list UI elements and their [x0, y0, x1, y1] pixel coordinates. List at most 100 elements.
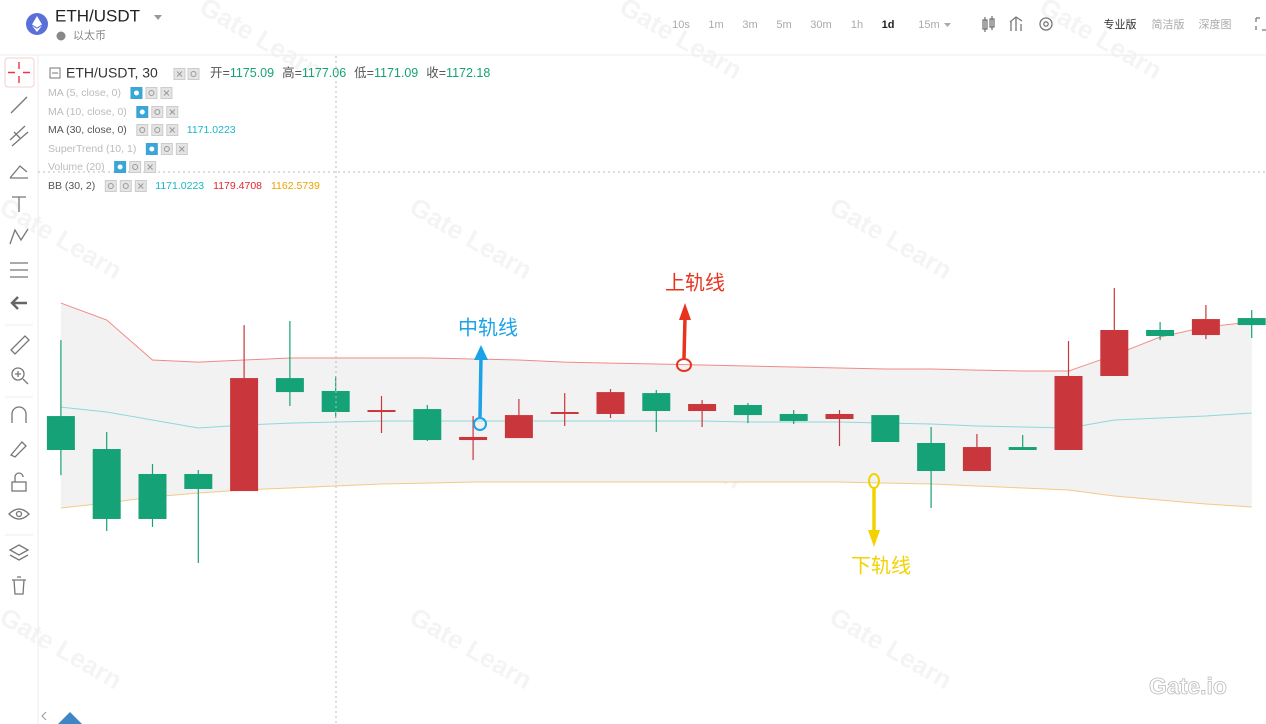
legend-title: ETH/USDT, 30: [66, 65, 158, 81]
gear-glyph: [148, 90, 155, 96]
watermark: Gate Learn: [825, 191, 958, 285]
channel-tool[interactable]: [9, 125, 29, 147]
gear-glyph: [139, 127, 146, 133]
collapse-legend[interactable]: [49, 67, 61, 79]
interval[interactable]: 1d: [882, 19, 895, 31]
indicator-name: MA (30, close, 0): [48, 124, 127, 136]
indicator-name: SuperTrend (10, 1): [48, 143, 136, 155]
symbol-dropdown[interactable]: [154, 15, 162, 20]
lock-tool[interactable]: [11, 472, 27, 492]
indicator-settings[interactable]: [151, 124, 164, 136]
annotation-text: 上轨线: [665, 271, 725, 294]
candle-body: [1100, 330, 1129, 376]
annotation-text: 下轨线: [851, 554, 911, 577]
band-line: [60, 481, 1252, 509]
indicator-name: Volume (20): [48, 161, 105, 173]
interval[interactable]: 3m: [742, 19, 757, 31]
candle-body: [1054, 375, 1083, 450]
annotation-arrowhead: [474, 345, 488, 360]
candle-body: [596, 392, 625, 414]
eye-glyph: [139, 109, 145, 115]
layers-tool[interactable]: [8, 544, 30, 561]
text-tool[interactable]: [12, 196, 26, 212]
left-toolbar: [4, 57, 82, 724]
indicator-settings[interactable]: [119, 180, 132, 192]
info-icon[interactable]: [56, 31, 66, 41]
ohlc-value: 1171.09: [374, 66, 418, 80]
back-tool[interactable]: [10, 296, 27, 310]
candle-body: [1237, 318, 1266, 326]
indicator-settings[interactable]: [129, 161, 142, 173]
chart-tools: [982, 16, 1053, 32]
pattern-tool[interactable]: [9, 228, 29, 245]
candle-body: [92, 449, 121, 519]
gear-glyph: [163, 146, 170, 152]
close-glyph: [163, 90, 170, 96]
symbol[interactable]: ETH/USDT: [55, 6, 140, 25]
candle-body: [550, 412, 579, 414]
magnet-tool[interactable]: [11, 406, 27, 423]
zoom-tool[interactable]: [11, 367, 29, 385]
views: 专业版 简洁版 深度图: [1104, 17, 1232, 31]
candle-type[interactable]: [982, 16, 995, 32]
candle-body: [1146, 330, 1175, 337]
annotation-arrow: [682, 317, 687, 359]
watermark: Gate Learn: [825, 601, 958, 695]
candle-body: [871, 415, 900, 443]
close-glyph: [176, 71, 183, 77]
ohlc-label: 开=: [210, 66, 230, 80]
indicator-settings[interactable]: [160, 143, 173, 155]
gear-glyph: [132, 164, 139, 170]
gear-glyph: [107, 183, 114, 189]
close-glyph: [169, 109, 176, 115]
settings-button[interactable]: [1039, 17, 1053, 31]
collapse-arrow[interactable]: [41, 711, 47, 721]
view-tab[interactable]: 专业版: [1104, 17, 1137, 31]
indicators-button[interactable]: [1009, 16, 1023, 31]
crosshair-glyph: [8, 62, 30, 83]
interval-dropdown[interactable]: [944, 23, 951, 27]
indicator-name: BB (30, 2): [48, 180, 95, 192]
interval[interactable]: 5m: [776, 19, 791, 31]
indicator-visibility[interactable]: [136, 124, 149, 136]
fullscreen[interactable]: [1255, 17, 1266, 31]
indicator-visibility[interactable]: [104, 180, 117, 192]
gear-glyph: [154, 109, 161, 115]
visibility-tool[interactable]: [8, 508, 30, 520]
view-tab[interactable]: 深度图: [1199, 17, 1232, 31]
line-tool[interactable]: [10, 96, 28, 114]
candle-body: [413, 409, 442, 441]
watermark: Gate Learn: [1035, 0, 1168, 85]
eth-glyph: [32, 16, 42, 32]
interval[interactable]: 15m: [918, 19, 939, 31]
candle-body: [367, 410, 396, 413]
ruler-tool[interactable]: [10, 335, 30, 355]
close-glyph: [178, 146, 185, 152]
delete-tool[interactable]: [12, 576, 26, 595]
interval[interactable]: 1h: [851, 19, 863, 31]
interval[interactable]: 30m: [810, 19, 831, 31]
watermark: Gate Learn: [405, 601, 538, 695]
indicator-value: 1179.4708: [213, 180, 262, 192]
coin-name: 以太币: [73, 29, 106, 42]
title-settings[interactable]: [187, 68, 200, 80]
ohlc-label: 低=: [354, 66, 374, 80]
logo-watermark: Gate.io: [1149, 673, 1227, 699]
ohlc-value: 1175.09: [230, 66, 274, 80]
view-tab[interactable]: 简洁版: [1152, 17, 1185, 31]
crosshair-tool[interactable]: [4, 57, 35, 88]
gear-glyph: [122, 183, 129, 189]
watermark: Gate Learn: [0, 601, 127, 695]
lock-draw-tool[interactable]: [9, 441, 27, 458]
candle-body: [138, 473, 167, 519]
interval[interactable]: 1m: [708, 19, 723, 31]
close-glyph: [137, 183, 144, 189]
interval[interactable]: 10s: [672, 19, 690, 31]
indicator-settings[interactable]: [151, 106, 164, 118]
brush-tool[interactable]: [9, 165, 28, 179]
indicator-settings[interactable]: [145, 87, 158, 99]
annotation-text: 中轨线: [458, 316, 518, 339]
fib-tool[interactable]: [10, 262, 28, 278]
chart-area: [46, 288, 1266, 563]
